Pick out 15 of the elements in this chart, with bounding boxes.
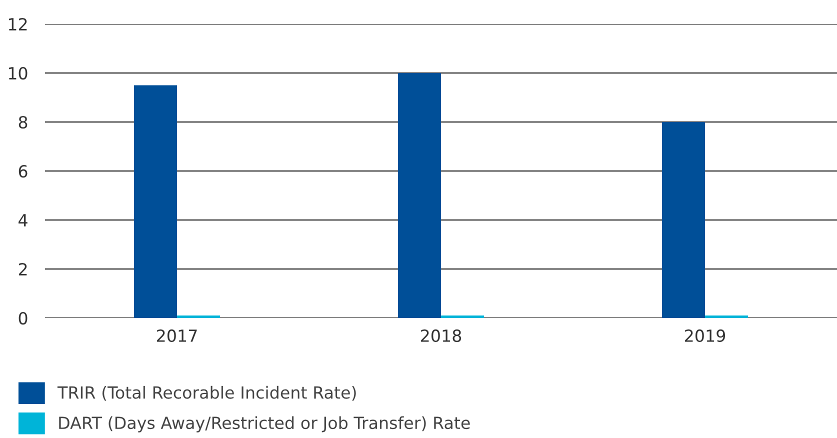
- y-tick-label: 12: [8, 18, 27, 30]
- legend-label: TRIR (Total Recorable Incident Rate): [57, 386, 356, 401]
- bar: [662, 122, 705, 318]
- y-tick-label: 2: [18, 262, 27, 276]
- x-tick-label: 2017: [157, 329, 197, 342]
- y-tick-label: 0: [18, 312, 28, 325]
- bar: [134, 85, 177, 318]
- y-tick-label: 6: [18, 164, 28, 178]
- legend-label: DART (Days Away/Restricted or Job Transfer) Rate: [59, 416, 470, 432]
- x-tick-label: 2019: [685, 329, 726, 342]
- x-tick-label: 2018: [421, 329, 462, 342]
- y-tick-label: 4: [18, 214, 28, 226]
- bar: [398, 73, 441, 318]
- y-tick-label: 8: [18, 116, 28, 129]
- y-tick-label: 10: [8, 66, 28, 80]
